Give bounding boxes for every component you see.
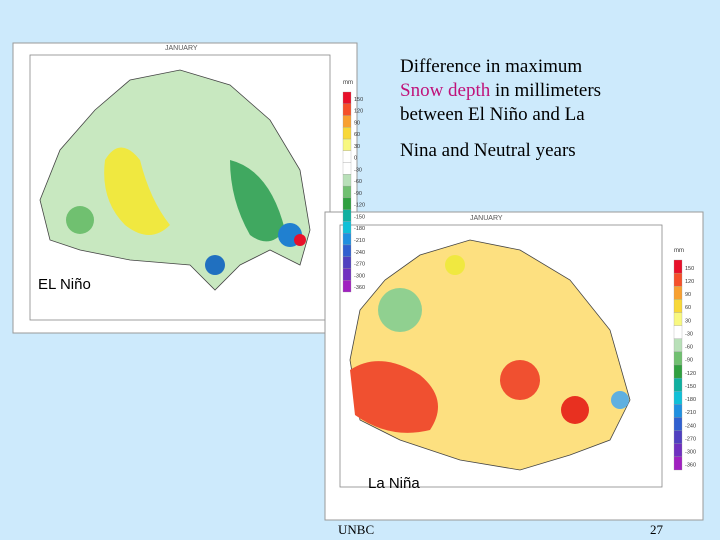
legend-swatch	[673, 259, 683, 274]
region-positive	[104, 147, 170, 235]
legend-label: -210	[685, 410, 696, 416]
legend-label: 60	[354, 132, 360, 138]
legend-label: 30	[685, 318, 691, 324]
legend-label: -180	[685, 397, 696, 403]
legend-label: -210	[354, 238, 365, 244]
legend-label: -270	[354, 262, 365, 268]
title-line: Difference in maximum	[400, 56, 583, 77]
legend-label: -360	[685, 463, 696, 469]
legend-swatch	[342, 221, 352, 234]
legend-label: 60	[685, 305, 691, 311]
slide-title: Difference in maximum Snow depth in mill…	[400, 55, 710, 163]
legend-swatch	[673, 312, 683, 326]
region-strong-negative	[205, 255, 225, 275]
legend-swatch	[342, 268, 352, 281]
region-positive	[350, 361, 438, 433]
caption: EL Niño	[38, 276, 91, 293]
footer-org: UNBC	[338, 522, 375, 537]
title-line: between El Niño and La	[400, 104, 585, 125]
legend-swatch	[673, 443, 683, 458]
legend-label: 150	[685, 266, 694, 272]
legend-swatch	[673, 325, 683, 339]
map-header: JANUARY	[470, 215, 503, 222]
legend-swatch	[673, 377, 683, 392]
region-negative	[611, 391, 629, 409]
legend-swatch	[342, 115, 352, 128]
legend-label: -120	[685, 371, 696, 377]
title-highlight: Snow depth	[400, 80, 491, 101]
title-line: Snow depth in millimeters	[400, 79, 710, 103]
legend-swatch	[673, 338, 683, 353]
legend-swatch	[342, 162, 352, 175]
legend-swatch	[673, 364, 683, 379]
region-positive	[561, 396, 589, 424]
legend-label: -90	[685, 358, 693, 364]
legend-label: -150	[685, 384, 696, 390]
legend-unit: mm	[674, 248, 684, 254]
region-positive	[445, 255, 465, 275]
legend-swatch	[342, 256, 352, 269]
title-text: in millimeters	[490, 80, 602, 101]
legend-unit: mm	[343, 80, 353, 86]
legend-label: -60	[354, 179, 362, 185]
legend-label: 90	[354, 120, 360, 126]
legend-swatch	[342, 127, 352, 140]
region-negative	[378, 288, 422, 332]
legend-label: 30	[354, 144, 360, 150]
legend-label: -300	[354, 273, 365, 279]
legend-swatch	[673, 351, 683, 366]
legend-label: 120	[685, 279, 694, 285]
legend-swatch	[342, 185, 352, 199]
title-line: Nina and Neutral years	[400, 140, 576, 161]
legend-label: -240	[685, 423, 696, 429]
legend-swatch	[673, 430, 683, 444]
region-strong-positive	[294, 234, 306, 246]
caption: La Niña	[368, 475, 420, 492]
legend-swatch	[673, 417, 683, 431]
legend-swatch	[342, 103, 352, 116]
legend-swatch	[673, 272, 683, 287]
legend-label: -90	[354, 191, 362, 197]
legend-label: -300	[685, 450, 696, 456]
legend-label: -360	[354, 285, 365, 291]
legend-label: -30	[685, 331, 693, 337]
legend-label: 0	[354, 156, 357, 162]
page-number: 27	[650, 522, 663, 537]
map-header: JANUARY	[165, 45, 198, 52]
legend-label: 90	[685, 292, 691, 298]
legends: mm 150 120 90 60 30 0 -30 -60 -90 -120 -150 -180 -210…	[342, 80, 696, 471]
legend-swatch	[673, 391, 683, 405]
land-el-nino	[39, 69, 311, 291]
legend-swatch	[342, 280, 352, 293]
region-negative	[230, 160, 285, 242]
legend-swatch	[673, 286, 683, 300]
legend-swatch	[673, 299, 683, 313]
legend-swatch	[342, 174, 352, 187]
legend-label: -180	[354, 226, 365, 232]
legend-swatch	[342, 197, 352, 210]
legend-label: -240	[354, 250, 365, 256]
legend-swatch	[342, 138, 352, 151]
legend-swatch	[342, 233, 352, 246]
legend-swatch	[342, 91, 352, 104]
legend-swatch	[342, 244, 352, 257]
legend-label: -270	[685, 436, 696, 442]
legend-label: -30	[354, 167, 362, 173]
legend-swatch	[673, 456, 683, 471]
legend-swatch	[342, 150, 352, 163]
legend-label: -120	[354, 203, 365, 209]
legend-label: 150	[354, 97, 363, 103]
legend-swatch	[342, 209, 352, 222]
region-negative	[66, 206, 94, 234]
region-positive	[500, 360, 540, 400]
legend-label: -60	[685, 345, 693, 351]
legend-label: 120	[354, 109, 363, 115]
legend-swatch	[673, 404, 683, 418]
legend-label: -150	[354, 214, 365, 220]
